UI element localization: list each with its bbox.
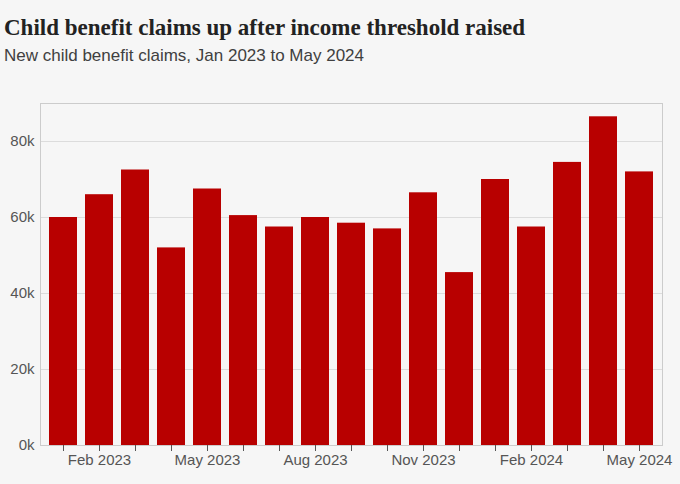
- svg-text:0k: 0k: [19, 436, 35, 453]
- svg-text:May 2023: May 2023: [175, 451, 241, 468]
- svg-text:20k: 20k: [10, 360, 35, 377]
- svg-text:80k: 80k: [10, 132, 35, 149]
- svg-text:Feb 2023: Feb 2023: [68, 451, 131, 468]
- html-text:New child benefit claims, Jan: New child benefit claims, Jan 2023 to Ma…: [4, 46, 364, 65]
- svg-text:Feb 2024: Feb 2024: [500, 451, 563, 468]
- svg-text:May 2024: May 2024: [607, 451, 673, 468]
- svg-text:60k: 60k: [10, 208, 35, 225]
- html-text:Child benefit claims up after: Child benefit claims up after income thr…: [4, 15, 526, 40]
- svg-text:Nov 2023: Nov 2023: [391, 451, 455, 468]
- svg-text:Aug 2023: Aug 2023: [283, 451, 347, 468]
- svg-text:40k: 40k: [10, 284, 35, 301]
